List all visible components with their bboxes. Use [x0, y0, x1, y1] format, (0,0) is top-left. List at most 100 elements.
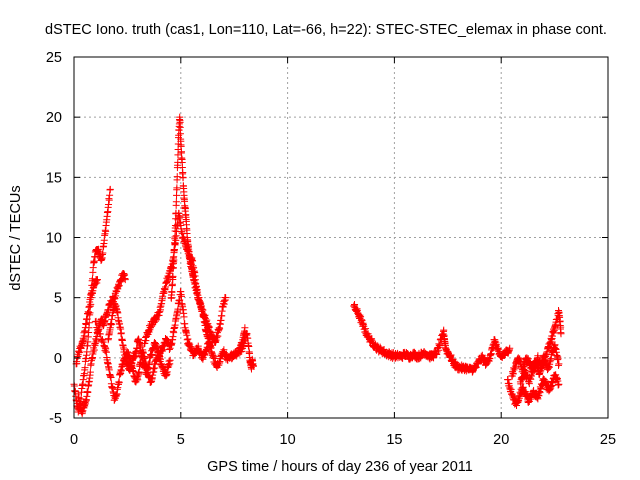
- x-tick-label: 20: [493, 432, 509, 448]
- data-point-interp: [127, 360, 135, 368]
- data-point-interp: [172, 198, 180, 206]
- data-point-interp: [74, 352, 82, 360]
- data-point-interp: [85, 308, 93, 316]
- data-point-interp: [168, 339, 176, 347]
- data-point-interp: [550, 327, 558, 335]
- data-point-interp: [86, 368, 94, 376]
- data-point-interp: [93, 326, 101, 334]
- data-point-interp: [82, 351, 90, 359]
- data-point-interp: [540, 353, 548, 361]
- data-point-interp: [140, 361, 148, 369]
- data-point-interp: [172, 314, 180, 322]
- data-point-interp: [180, 313, 188, 321]
- data-point-interp: [206, 343, 214, 351]
- data-point-interp: [546, 339, 554, 347]
- y-tick-label: -5: [49, 411, 62, 427]
- data-point-interp: [171, 224, 179, 232]
- data-point-interp: [106, 326, 114, 334]
- data-point-interp: [482, 360, 490, 368]
- data-point-interp: [133, 345, 141, 353]
- x-tick-label: 25: [600, 432, 616, 448]
- data-point-interp: [552, 348, 560, 356]
- data-point-interp: [115, 316, 122, 324]
- data-point-interp: [104, 359, 112, 367]
- data-point-interp: [505, 382, 513, 390]
- x-tick-label: 5: [177, 432, 185, 448]
- data-point-interp: [169, 272, 177, 280]
- data-point-interp: [91, 342, 99, 350]
- data-point-interp: [151, 364, 159, 372]
- data-point-interp: [518, 376, 526, 384]
- data-point-interp: [78, 410, 86, 418]
- data-point-interp: [525, 380, 533, 388]
- data-point-interp: [107, 373, 115, 381]
- y-tick-label: 10: [46, 231, 62, 247]
- data-point-interp: [221, 296, 229, 304]
- data-point-interp: [555, 381, 563, 389]
- data-point-interp: [84, 388, 92, 396]
- data-point-interp: [243, 331, 251, 339]
- data-point-interp: [189, 273, 197, 281]
- data-point-interp: [96, 330, 104, 338]
- data-point-interp: [87, 361, 95, 369]
- data-point-interp: [441, 342, 449, 350]
- data-point-interp: [90, 346, 98, 354]
- data-point-interp: [183, 331, 191, 339]
- data-point-interp: [117, 325, 125, 333]
- data-point-interp: [135, 368, 143, 376]
- x-tick-label: 0: [70, 432, 78, 448]
- data-point-interp: [552, 373, 560, 381]
- data-point-interp: [89, 350, 97, 358]
- data-point-interp: [170, 325, 178, 333]
- data-point-interp: [176, 219, 184, 227]
- chart-title: dSTEC Iono. truth (cas1, Lon=110, Lat=-6…: [45, 22, 607, 38]
- data-point-interp: [505, 346, 513, 354]
- data-points: [70, 113, 565, 418]
- data-point-interp: [555, 361, 563, 369]
- data-point-interp: [106, 186, 114, 194]
- data-point-interp: [172, 209, 180, 217]
- data-point-interp: [117, 329, 125, 337]
- data-point-interp: [89, 275, 97, 283]
- data-point-interp: [537, 364, 545, 372]
- data-point-interp: [183, 230, 191, 238]
- data-point-interp: [108, 311, 116, 319]
- data-point-interp: [170, 247, 178, 255]
- data-point-interp: [112, 392, 120, 400]
- axis-ticks: [73, 56, 609, 419]
- y-tick-label: 20: [46, 110, 62, 126]
- data-point-interp: [357, 313, 365, 321]
- data-point-interp: [121, 274, 129, 282]
- data-point-interp: [87, 290, 95, 298]
- data-point-interp: [178, 292, 186, 300]
- data-point-interp: [102, 345, 110, 353]
- data-point-interp: [191, 280, 199, 288]
- data-point-interp: [136, 340, 144, 348]
- data-point-interp: [471, 364, 479, 372]
- data-point-interp: [554, 355, 562, 363]
- data-point-interp: [173, 184, 181, 192]
- data-point-interp: [527, 375, 535, 383]
- data-point-interp: [181, 320, 189, 328]
- data-point-interp: [117, 276, 125, 284]
- data-point-interp: [546, 358, 554, 366]
- data-point-interp: [181, 205, 189, 213]
- data-point-interp: [138, 353, 146, 361]
- data-point-interp: [102, 227, 110, 235]
- data-point-interp: [82, 396, 90, 404]
- data-point-interp: [137, 343, 145, 351]
- data-point-interp: [125, 366, 133, 374]
- data-point-interp: [134, 376, 142, 384]
- data-point-interp: [100, 242, 108, 250]
- data-point-interp: [78, 381, 86, 389]
- data-point-interp: [214, 332, 222, 340]
- data-point-interp: [80, 336, 88, 344]
- data-point-interp: [98, 337, 106, 345]
- data-point-interp: [213, 334, 221, 342]
- data-point-interp: [187, 343, 195, 351]
- data-point-interp: [119, 341, 127, 349]
- data-point-interp: [184, 335, 192, 343]
- data-point-interp: [89, 287, 97, 295]
